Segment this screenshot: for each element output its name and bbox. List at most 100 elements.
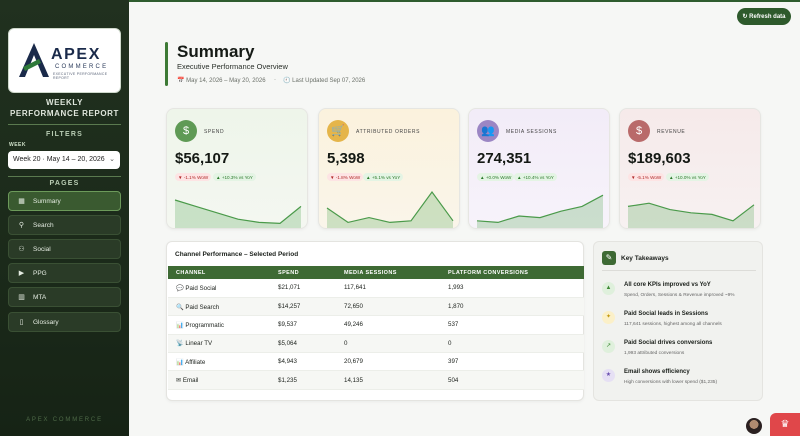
table-cell: $4,943 bbox=[270, 352, 336, 372]
table-row: ✉ Email $1,235 14,135 504 bbox=[168, 370, 584, 390]
kpi-sparkline bbox=[627, 202, 755, 228]
header-accent-bar bbox=[165, 42, 168, 86]
channel-table: CHANNEL SPEND MEDIA SESSIONS PLATFORM CO… bbox=[168, 266, 584, 390]
takeaways-title: Key Takeaways bbox=[621, 255, 669, 262]
sparkline-area bbox=[477, 195, 603, 228]
kpi-wow-badge: ▼ -1.1% WoW bbox=[175, 173, 212, 181]
kpi-label: ATTRIBUTED ORDERS bbox=[356, 129, 420, 135]
takeaway-desc: 1,993 attributed conversions bbox=[624, 351, 685, 356]
sparkline-line bbox=[627, 202, 755, 222]
crown-icon[interactable]: ♛ bbox=[770, 413, 800, 436]
table-cell: $1,235 bbox=[270, 370, 336, 390]
kpi-yoy-badge: ▲ +10.3% vs YoY bbox=[213, 173, 256, 181]
sparkline-line bbox=[174, 199, 302, 224]
table-cell: 49,246 bbox=[336, 315, 440, 335]
table-cell: 117,641 bbox=[336, 279, 440, 298]
avatar[interactable] bbox=[746, 418, 762, 434]
pages-label: PAGES bbox=[49, 180, 80, 187]
star-icon: ★ bbox=[602, 369, 615, 382]
nav-item-label: Social bbox=[33, 246, 51, 253]
kpi-label: MEDIA SESSIONS bbox=[506, 129, 557, 135]
kpi-value: 274,351 bbox=[477, 150, 532, 167]
table-cell: 0 bbox=[336, 334, 440, 354]
table-row: 📊 Programmatic $9,537 49,246 537 bbox=[168, 315, 584, 335]
kpi-card-orders: 🛒 ATTRIBUTED ORDERS 5,398 ▼ -1.8% WoW ▲ … bbox=[318, 108, 460, 229]
sparkline-line bbox=[326, 190, 454, 224]
table-cell: 504 bbox=[440, 370, 584, 390]
video-icon: ▶ bbox=[18, 270, 25, 277]
takeaway-title: All core KPIs improved vs YoY bbox=[624, 282, 711, 288]
sidebar-footer: APEX COMMERCE bbox=[26, 417, 103, 423]
report-title: WEEKLY PERFORMANCE REPORT bbox=[0, 97, 129, 119]
table-cell: $14,257 bbox=[270, 297, 336, 317]
kpi-yoy-badge: ▲ +5.1% vs YoY bbox=[363, 173, 404, 181]
key-takeaways-panel: ✎ Key Takeaways ▲ All core KPIs improved… bbox=[593, 241, 763, 401]
sparkline-area bbox=[327, 192, 453, 228]
nav-item-label: Glossary bbox=[33, 319, 59, 326]
table-cell: 20,679 bbox=[336, 352, 440, 372]
trend-up-icon: ▲ bbox=[602, 282, 615, 295]
nav-item-label: Search bbox=[33, 222, 54, 229]
clock-icon: 🕘 bbox=[283, 78, 291, 84]
page-subtitle: Executive Performance Overview bbox=[177, 62, 288, 71]
calendar-icon: 📅 bbox=[177, 78, 185, 84]
arrow-up-right-icon: ↗ bbox=[602, 340, 615, 353]
date-range: 📅 May 14, 2026 – May 20, 2026 bbox=[177, 77, 266, 84]
sparkline-area bbox=[628, 203, 754, 228]
nav-item-social[interactable]: ⚇ Social bbox=[8, 239, 121, 259]
refresh-button[interactable]: ↻ Refresh data bbox=[737, 8, 791, 25]
table-cell: 397 bbox=[440, 352, 584, 372]
book-icon: ▯ bbox=[19, 319, 24, 326]
table-row: 📡 Linear TV $5,064 0 0 bbox=[168, 334, 584, 354]
nav-item-search[interactable]: ⚲ Search bbox=[8, 215, 121, 235]
sparkle-icon: ✦ bbox=[602, 311, 615, 324]
users-icon: 👥 bbox=[477, 120, 499, 142]
apex-logo-icon bbox=[19, 43, 49, 77]
kpi-card-revenue: $ REVENUE $189,603 ▼ -5.1% WoW ▲ +10.0% … bbox=[619, 108, 761, 229]
takeaway-desc: High conversions with lower spend ($1,23… bbox=[624, 380, 718, 385]
nav-item-ppg[interactable]: ▶ PPG bbox=[8, 263, 121, 283]
table-cell: 72,650 bbox=[336, 297, 440, 317]
nav-item-glossary[interactable]: ▯ Glossary bbox=[8, 312, 121, 332]
week-label: WEEK bbox=[9, 142, 26, 148]
column-header[interactable]: SPEND bbox=[270, 266, 336, 279]
last-updated: 🕘 Last Updated Sep 07, 2026 bbox=[283, 77, 365, 84]
report-title-line-2: PERFORMANCE REPORT bbox=[9, 109, 120, 118]
table-cell: 🔍 Paid Search bbox=[168, 297, 270, 317]
panel-title: Channel Performance – Selected Period bbox=[175, 251, 299, 258]
kpi-sparkline bbox=[326, 190, 454, 228]
chart-icon: ▥ bbox=[18, 294, 25, 301]
kpi-label: REVENUE bbox=[657, 129, 686, 135]
table-cell: ✉ Email bbox=[168, 370, 270, 390]
column-header[interactable]: MEDIA SESSIONS bbox=[336, 266, 440, 279]
table-row: 📊 Affiliate $4,943 20,679 397 bbox=[168, 352, 584, 372]
logo-name: APEX bbox=[51, 46, 101, 63]
week-select[interactable]: Week 20 · May 14 – 20, 2026 ⌄ bbox=[8, 151, 120, 169]
nav-item-label: PPG bbox=[33, 270, 47, 277]
column-header[interactable]: PLATFORM CONVERSIONS bbox=[440, 266, 584, 279]
table-cell: $21,071 bbox=[270, 279, 336, 298]
chevron-down-icon: ⌄ bbox=[109, 156, 115, 163]
table-cell: 📊 Programmatic bbox=[168, 315, 270, 335]
takeaway-title: Paid Social drives conversions bbox=[624, 340, 713, 346]
clipboard-icon: ✎ bbox=[602, 251, 616, 265]
kpi-wow-badge: ▼ -1.8% WoW bbox=[327, 173, 364, 181]
kpi-wow-badge: ▲ +0.0% WoW bbox=[477, 173, 515, 181]
channel-performance-panel: Channel Performance – Selected Period CH… bbox=[166, 241, 584, 401]
column-header[interactable]: CHANNEL bbox=[168, 266, 270, 279]
search-icon: ⚲ bbox=[18, 222, 25, 229]
filters-label: FILTERS bbox=[45, 131, 84, 138]
nav-item-summary[interactable]: ▦ Summary bbox=[8, 191, 121, 211]
dollar-icon: $ bbox=[175, 120, 197, 142]
kpi-card-sessions: 👥 MEDIA SESSIONS 274,351 ▲ +0.0% WoW ▲ +… bbox=[468, 108, 610, 229]
last-updated-text: Last Updated Sep 07, 2026 bbox=[292, 78, 366, 84]
week-select-value: Week 20 · May 14 – 20, 2026 bbox=[13, 156, 105, 163]
cart-icon: 🛒 bbox=[327, 120, 349, 142]
logo: APEX COMMERCE EXECUTIVE PERFORMANCE REPO… bbox=[8, 28, 121, 93]
nav-item-mta[interactable]: ▥ MTA bbox=[8, 287, 121, 307]
table-cell: 537 bbox=[440, 315, 584, 335]
meta-separator: · bbox=[274, 77, 276, 83]
nav-item-label: MTA bbox=[33, 294, 47, 301]
kpi-wow-badge: ▼ -5.1% WoW bbox=[628, 173, 665, 181]
date-range-text: May 14, 2026 – May 20, 2026 bbox=[186, 78, 266, 84]
